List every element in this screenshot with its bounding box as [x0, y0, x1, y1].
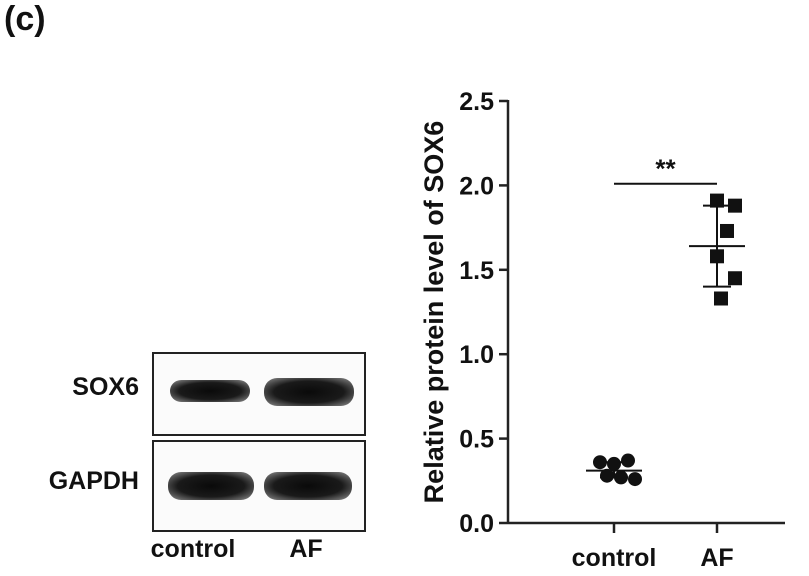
- blot-label-gapdh: GAPDH: [48, 467, 139, 495]
- blot-box-sox6: [152, 352, 366, 436]
- panel-label: (c): [4, 0, 46, 38]
- blot-label-sox6: SOX6: [72, 373, 139, 401]
- band-gapdh-af: [264, 472, 352, 500]
- band-gapdh-control: [168, 472, 254, 500]
- x-axis: control AF: [508, 521, 785, 572]
- data-point: [593, 455, 607, 470]
- y-tick-label: 2.5: [459, 88, 494, 116]
- y-tick-label: 0.0: [459, 510, 494, 538]
- y-tick-label: 1.5: [459, 257, 494, 285]
- band-sox6-control: [170, 380, 250, 402]
- data-point: [710, 193, 724, 208]
- data-point: [720, 223, 734, 238]
- y-tick-label: 1.0: [459, 341, 494, 369]
- data-point: [614, 470, 628, 485]
- y-axis-label: Relative protein level of SOX6: [419, 121, 449, 504]
- x-tick-label: AF: [700, 544, 733, 572]
- x-tick-label: control: [572, 544, 657, 572]
- y-tick-label: 0.5: [459, 426, 494, 454]
- blot-box-gapdh: [152, 440, 366, 532]
- significance: **: [614, 154, 717, 185]
- y-tick-label: 2.0: [459, 172, 494, 200]
- data-points: [593, 193, 742, 487]
- data-point: [728, 198, 742, 213]
- error-bars: [586, 204, 745, 479]
- data-point: [714, 291, 728, 306]
- y-axis: 0.0 0.5 1.0 1.5 2.0 2.5: [459, 88, 510, 538]
- band-sox6-af: [264, 378, 354, 406]
- data-point: [628, 472, 642, 487]
- data-point: [728, 271, 742, 286]
- lane-label-control: control: [150, 535, 236, 563]
- data-point: [621, 453, 635, 468]
- data-point: [600, 468, 614, 483]
- data-point: [607, 456, 621, 471]
- data-point: [710, 249, 724, 264]
- lane-label-af: AF: [289, 535, 323, 563]
- significance-label: **: [655, 154, 676, 184]
